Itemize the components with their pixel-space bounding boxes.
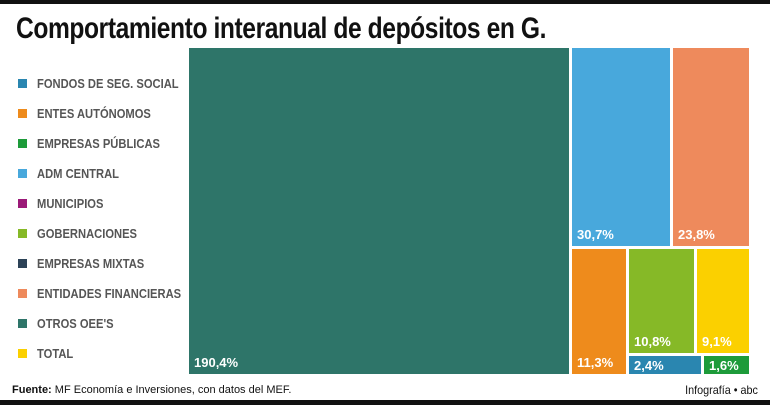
legend-swatch: [18, 198, 27, 208]
legend: FONDOS DE SEG. SOCIAL ENTES AUTÓNOMOS EMPR…: [18, 68, 205, 368]
legend-label: TOTAL: [37, 345, 74, 361]
legend-label: EMPRESAS MIXTAS: [37, 255, 145, 271]
legend-swatch: [18, 108, 27, 118]
legend-item: FONDOS DE SEG. SOCIAL: [18, 68, 205, 98]
source-label: Fuente:: [12, 384, 52, 396]
treemap-tile: 9,1%: [697, 249, 749, 353]
legend-swatch: [18, 258, 27, 268]
legend-item: ENTIDADES FINANCIERAS: [18, 278, 205, 308]
source-note: Fuente: MF Economía e Inversiones, con d…: [12, 384, 291, 396]
legend-label: ENTES AUTÓNOMOS: [37, 105, 151, 121]
legend-label: OTROS OEE'S: [37, 315, 114, 331]
legend-swatch: [18, 168, 27, 178]
treemap-tile: 1,6%: [704, 356, 749, 374]
legend-swatch: [18, 348, 27, 358]
legend-item: OTROS OEE'S: [18, 308, 205, 338]
treemap-tile: 2,4%: [629, 356, 701, 374]
legend-label: GOBERNACIONES: [37, 225, 138, 241]
credit: Infografía • abc: [685, 383, 758, 397]
source-text: MF Economía e Inversiones, con datos del…: [54, 384, 292, 396]
legend-swatch: [18, 318, 27, 328]
legend-label: EMPRESAS PÚBLICAS: [37, 135, 161, 151]
tile-label: 1,6%: [709, 358, 739, 373]
treemap-tile: 11,3%: [572, 249, 626, 374]
tile-label: 10,8%: [634, 334, 671, 349]
bottom-rule: [0, 400, 770, 405]
legend-item: GOBERNACIONES: [18, 218, 205, 248]
tile-label: 9,1%: [702, 334, 732, 349]
top-rule: [0, 0, 770, 4]
legend-item: ADM CENTRAL: [18, 158, 205, 188]
legend-swatch: [18, 138, 27, 148]
treemap-tile: 30,7%: [572, 48, 670, 246]
legend-item: ENTES AUTÓNOMOS: [18, 98, 205, 128]
legend-swatch: [18, 78, 27, 88]
treemap-tile: 10,8%: [629, 249, 694, 353]
tile-label: 23,8%: [678, 227, 715, 242]
tile-label: 2,4%: [634, 358, 664, 373]
legend-swatch: [18, 228, 27, 238]
tile-label: 11,3%: [577, 355, 614, 370]
chart-title: Comportamiento interanual de depósitos e…: [16, 12, 547, 45]
legend-item: EMPRESAS MIXTAS: [18, 248, 205, 278]
treemap-tile: 190,4%: [189, 48, 569, 374]
legend-item: EMPRESAS PÚBLICAS: [18, 128, 205, 158]
legend-item: MUNICIPIOS: [18, 188, 205, 218]
legend-label: ENTIDADES FINANCIERAS: [37, 285, 182, 301]
tile-label: 190,4%: [194, 355, 239, 370]
legend-item: TOTAL: [18, 338, 205, 368]
legend-label: MUNICIPIOS: [37, 195, 104, 211]
treemap-tile: 23,8%: [673, 48, 749, 246]
legend-label: FONDOS DE SEG. SOCIAL: [37, 75, 179, 91]
legend-label: ADM CENTRAL: [37, 165, 119, 181]
tile-label: 30,7%: [577, 227, 614, 242]
legend-swatch: [18, 288, 27, 298]
